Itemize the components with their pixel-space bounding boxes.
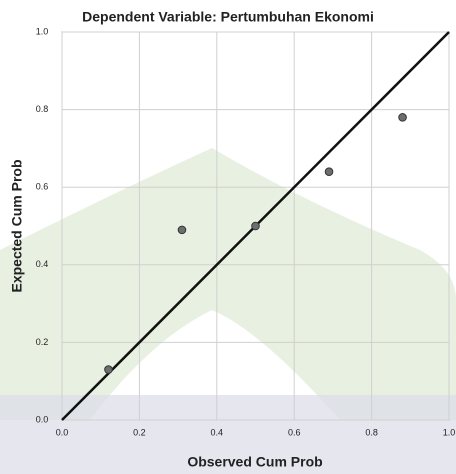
point xyxy=(398,113,407,122)
y-tick-label: 0.4 xyxy=(36,259,49,269)
watermark-shape xyxy=(0,148,456,420)
y-tick-label: 0.0 xyxy=(36,414,49,424)
x-tick-label: 1.0 xyxy=(443,427,456,437)
point xyxy=(104,365,113,374)
x-tick-label: 0.0 xyxy=(56,427,69,437)
y-tick-label: 1.0 xyxy=(36,26,49,36)
y-tick-label: 0.8 xyxy=(36,104,49,114)
x-tick-label: 0.2 xyxy=(133,427,146,437)
x-tick-label: 0.6 xyxy=(288,427,301,437)
y-tick-label: 0.2 xyxy=(36,337,49,347)
point xyxy=(251,221,260,231)
watermark-band xyxy=(0,395,456,474)
point xyxy=(177,225,187,235)
point xyxy=(324,167,334,176)
x-axis-label: Observed Cum Prob xyxy=(187,454,322,470)
x-tick-label: 0.4 xyxy=(211,427,224,437)
x-tick-label: 0.8 xyxy=(365,427,378,437)
y-tick-label: 0.6 xyxy=(36,182,49,192)
chart-title: Dependent Variable: Pertumbuhan Ekonomi xyxy=(82,9,374,25)
y-axis-label: Expected Cum Prob xyxy=(9,159,25,292)
